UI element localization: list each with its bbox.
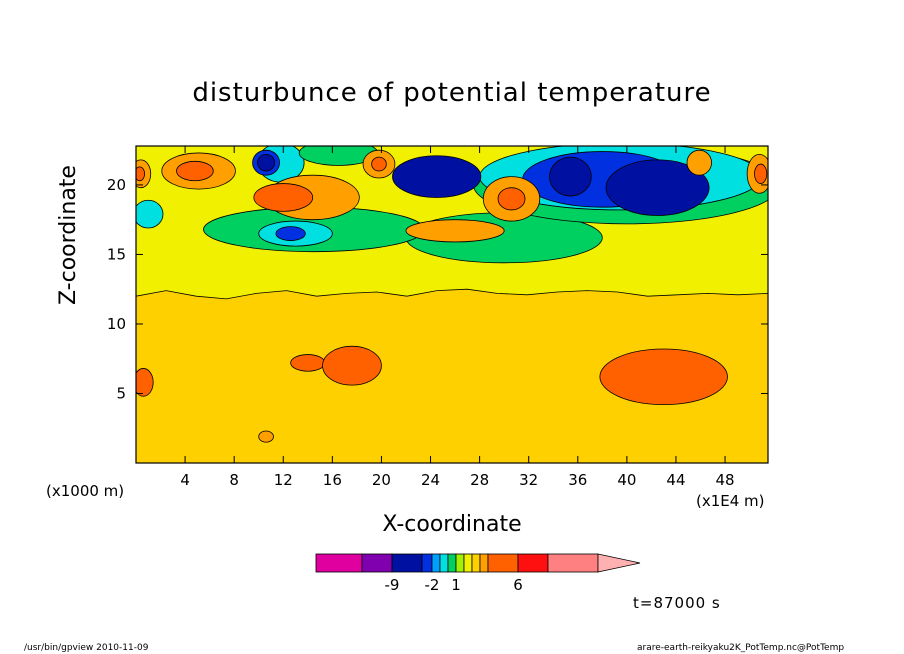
contour-band (136, 288, 768, 463)
x-tick-label: 28 (470, 471, 489, 489)
y-axis-label: Z-coordinate (56, 165, 81, 305)
x-tick-label: 8 (229, 471, 239, 489)
contour-cell (275, 226, 306, 241)
x-tick-label: 48 (716, 471, 735, 489)
contour-cell (136, 199, 164, 229)
x-tick-label: 40 (617, 471, 636, 489)
colorbar-segment (517, 553, 549, 573)
x-axis-label: X-coordinate (382, 512, 522, 537)
colorbar-segment (487, 553, 519, 573)
y-tick-label: 20 (107, 176, 126, 194)
colorbar-segment (431, 553, 441, 573)
chart-title: disturbunce of potential temperature (192, 78, 712, 108)
colorbar-label: -2 (425, 576, 440, 594)
x-tick-label: 20 (372, 471, 391, 489)
contour-cell (136, 166, 145, 182)
x-tick-label: 32 (519, 471, 538, 489)
contour-cell (605, 159, 710, 216)
colorbar-segment (439, 553, 449, 573)
y-tick-label: 5 (116, 384, 126, 402)
plot-frame (135, 145, 769, 464)
footer-command-date: /usr/bin/gpview 2010-11-09 (24, 643, 149, 653)
colorbar-segment (463, 553, 473, 573)
contour-cell (290, 354, 326, 372)
y-axis-ticks: 5 10 15 20 (107, 176, 768, 402)
colorbar-segment (391, 553, 423, 573)
colorbar-label: 1 (451, 576, 461, 594)
colorbar-label: 6 (513, 576, 523, 594)
colorbar-segment (547, 553, 599, 573)
contour-cell (497, 187, 526, 211)
y-axis-unit: (x1000 m) (46, 482, 125, 500)
contour-cell (257, 153, 276, 172)
colorbar-segment (455, 553, 465, 573)
contour-cell (405, 219, 505, 243)
contour-fill-layer (136, 146, 768, 463)
x-tick-label: 12 (274, 471, 293, 489)
contour-cell (392, 155, 482, 198)
x-tick-label: 36 (568, 471, 587, 489)
x-tick-label: 44 (666, 471, 685, 489)
contour-cell (176, 160, 214, 182)
x-axis-ticks: 4 8 12 16 20 24 28 32 36 40 44 48 (180, 146, 735, 489)
colorbar-segment (361, 553, 393, 573)
colorbar-segment (471, 553, 481, 573)
y-tick-label: 10 (107, 315, 126, 333)
contour-cell (754, 163, 768, 184)
colorbar-segment (315, 553, 363, 573)
x-tick-label: 4 (180, 471, 190, 489)
x-tick-label: 24 (421, 471, 440, 489)
colorbar: -9 -2 1 6 (315, 553, 641, 594)
contour-cell (136, 368, 154, 397)
colorbar-label: -9 (385, 576, 400, 594)
contour-cell (371, 156, 387, 172)
colorbar-segment (479, 553, 489, 573)
contour-cell (686, 149, 712, 176)
colorbar-arrow (597, 553, 641, 573)
colorbar-segment (421, 553, 433, 573)
contour-cell (599, 348, 728, 406)
contour-cell (258, 430, 274, 443)
x-axis-unit: (x1E4 m) (696, 492, 765, 510)
x-tick-label: 16 (323, 471, 342, 489)
colorbar-segment (447, 553, 457, 573)
contour-cell (322, 345, 382, 386)
time-label: t=87000 s (633, 594, 721, 612)
contour-cell (253, 183, 314, 212)
contour-cell (549, 156, 592, 197)
footer-source-file: arare-earth-reikyaku2K_PotTemp.nc@PotTem… (637, 643, 845, 653)
y-tick-label: 15 (107, 245, 126, 263)
